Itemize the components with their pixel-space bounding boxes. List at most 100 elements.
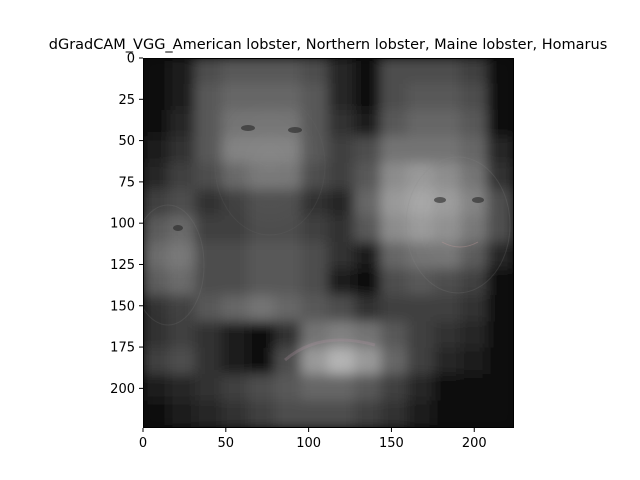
y-tick-label: 50 [118, 134, 135, 149]
x-tick-label: 150 [379, 436, 404, 451]
heatmap-cell [380, 136, 409, 165]
heatmap-cell [327, 294, 356, 324]
y-tick-label: 75 [118, 175, 135, 190]
heatmap-cell [143, 83, 171, 112]
heatmap-cell [486, 294, 514, 324]
heatmap-cell [195, 189, 224, 218]
heatmap-cell [327, 268, 356, 297]
heatmap-cell [354, 83, 383, 112]
heatmap-cell [274, 242, 303, 271]
y-tick-label: 100 [110, 217, 135, 232]
heatmap-cell [248, 321, 277, 350]
heatmap-cell [380, 162, 409, 192]
heatmap-cell [274, 58, 303, 86]
heatmap-cell [301, 242, 330, 271]
heatmap-cell [168, 109, 197, 139]
x-tick-label: 0 [139, 436, 147, 451]
chart-title: dGradCAM_VGG_American lobster, Northern … [49, 37, 608, 53]
heatmap-cell [407, 58, 436, 86]
heatmap-cell [407, 109, 436, 139]
plot-area [143, 58, 514, 428]
heatmap-cell [301, 400, 330, 428]
heatmap-cell [143, 347, 171, 377]
heatmap-cell [327, 136, 356, 165]
heatmap-cell [221, 294, 250, 324]
heatmap-cell [486, 136, 514, 165]
heatmap-cell [248, 268, 277, 297]
heatmap-cell [354, 321, 383, 350]
heatmap-cell [301, 374, 330, 403]
heatmap-cell [354, 58, 383, 86]
heatmap-cell [407, 321, 436, 350]
heatmap-cell [274, 321, 303, 350]
heatmap-cell [433, 58, 462, 86]
heatmap-cell [168, 374, 197, 403]
heatmap-cell [301, 215, 330, 244]
heatmap-cell [380, 268, 409, 297]
heatmap-cell [433, 294, 462, 324]
heatmap-cell [380, 294, 409, 324]
heatmap-cell [407, 374, 436, 403]
heatmap-cell [380, 215, 409, 244]
heatmap-cell [301, 294, 330, 324]
heatmap-cell [433, 400, 462, 428]
heatmap-cell [301, 321, 330, 350]
heatmap-cell [195, 294, 224, 324]
y-tick-label: 175 [110, 341, 135, 356]
heatmap-cell [486, 109, 514, 139]
heatmap-cell [168, 321, 197, 350]
heatmap-cell [221, 321, 250, 350]
y-tick-label: 125 [110, 258, 135, 273]
x-tick-label: 100 [296, 436, 321, 451]
y-tick-label: 25 [118, 93, 135, 108]
x-tick-label: 200 [462, 436, 487, 451]
heatmap-cell [380, 189, 409, 218]
heatmap-cell [195, 321, 224, 350]
heatmap-cell [354, 162, 383, 192]
heatmap-cell [407, 400, 436, 428]
heatmap-cell [274, 294, 303, 324]
y-axis: 0 25 50 75 100 125 150 175 200 [110, 52, 143, 397]
heatmap-cell [248, 374, 277, 403]
heatmap-cell [486, 58, 514, 86]
heatmap-cell [327, 242, 356, 271]
heatmap-cell [460, 294, 489, 324]
heatmap-cell [301, 58, 330, 86]
heatmap-cell [460, 321, 489, 350]
heatmap-cell [460, 347, 489, 377]
heatmap-cell [327, 109, 356, 139]
axes-frame [143, 58, 514, 428]
heatmap-cell [327, 162, 356, 192]
y-tick-label: 150 [110, 299, 135, 314]
heatmap-cell [143, 58, 171, 86]
heatmap-cell [195, 400, 224, 428]
heatmap-cell [327, 83, 356, 112]
heatmap-cell [274, 374, 303, 403]
heatmap-cell [143, 162, 171, 192]
heatmap-cell [168, 347, 197, 377]
heatmap-cell [380, 374, 409, 403]
heatmap-cell [407, 83, 436, 112]
heatmap-cell [486, 374, 514, 403]
heatmap-cell [354, 189, 383, 218]
heatmap-cell [143, 109, 171, 139]
heatmap-cell [195, 374, 224, 403]
heatmap-cell [380, 109, 409, 139]
heatmap-cell [407, 347, 436, 377]
heatmap-cell [168, 83, 197, 112]
heatmap-cell [143, 374, 171, 403]
heatmap-cell [354, 374, 383, 403]
image-overlay [143, 94, 511, 362]
heatmap-cell [380, 321, 409, 350]
heatmap-cell [221, 58, 250, 86]
heatmap-cell [380, 242, 409, 271]
heatmap-cell [354, 109, 383, 139]
heatmap-cell [248, 58, 277, 86]
heatmap-cell [327, 58, 356, 86]
heatmap-cell [354, 294, 383, 324]
heatmap-cell [301, 347, 330, 377]
heatmap-cell [433, 109, 462, 139]
heatmap-cell [143, 400, 171, 428]
y-tick-label: 200 [110, 382, 135, 397]
